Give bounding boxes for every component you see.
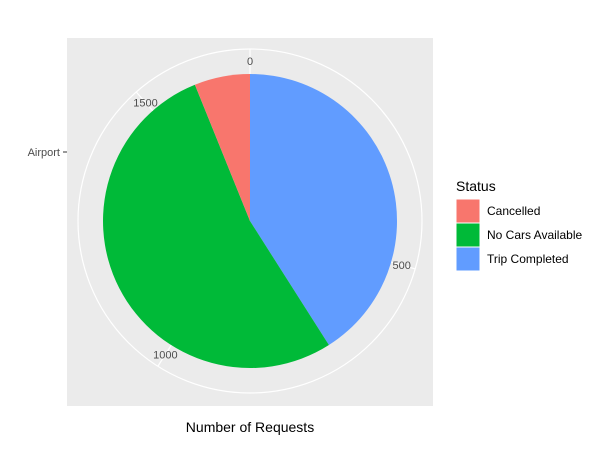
pie-slice-trip-completed [250,74,398,346]
category-tick-label: Airport [28,147,60,159]
legend-swatch [455,222,481,248]
tick-layer: 0 500 1000 1500 [133,56,411,361]
theta-tick-label: 1000 [153,349,177,361]
x-axis-title: Number of Requests [186,419,314,435]
theta-tick-label: 0 [247,56,253,68]
slice-layer [103,74,398,368]
legend: Cancelled No Cars Available Trip Completed [455,198,582,272]
legend-label: No Cars Available [487,228,582,242]
theta-tick-label: 500 [393,260,411,272]
legend-label: Trip Completed [487,252,569,266]
theta-tick-label: 1500 [133,98,157,110]
pie-slice-cancelled [194,74,250,221]
legend-swatch [455,246,481,272]
pie-slice-no-cars-available [103,84,329,368]
legend-swatch [455,198,481,224]
legend-label: Cancelled [487,204,540,218]
legend-title: Status [456,178,496,194]
